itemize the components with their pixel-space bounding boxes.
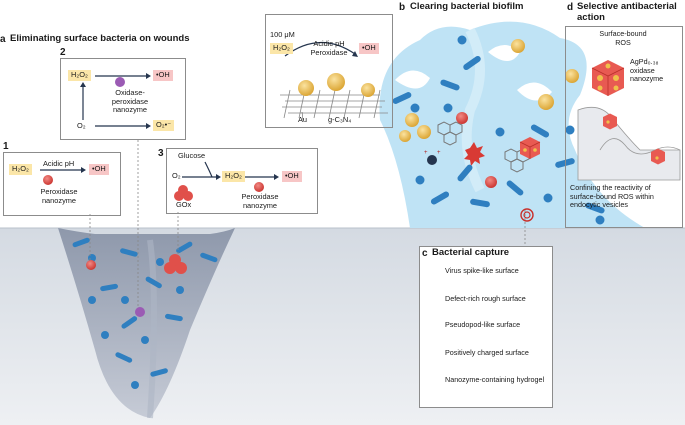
panel-b-letter: b	[399, 2, 406, 13]
wound-cavity	[58, 228, 235, 418]
box1-product: •OH	[89, 164, 109, 175]
gox-icon	[174, 185, 193, 201]
box2-catalyst: Oxidase-peroxidase nanozyme	[111, 88, 149, 115]
panel-b-conc: 100 μM	[270, 30, 295, 39]
panel-d-ros: Surface-bound ROS	[599, 29, 647, 47]
panel-d-nanozyme: AgPd₀.₃₈ oxidase nanozyme	[630, 57, 664, 84]
box1-catalyst: Peroxidase nanozyme	[40, 187, 78, 205]
box3-glucose: Glucose	[178, 151, 206, 160]
capture-item-0: Virus spike-like surface	[445, 266, 519, 275]
panel-c-title: Bacterial capture	[432, 247, 510, 258]
panel-b-title: Clearing bacterial biofilm	[410, 1, 524, 12]
agpd-nanozyme-cube	[591, 60, 625, 96]
panel-b-inset-frame	[265, 14, 393, 128]
oxidase-peroxidase-nanozyme-icon	[115, 77, 125, 87]
box1-number: 1	[3, 141, 9, 152]
panel-d-title: Selective antibacterial action	[577, 1, 677, 23]
capture-item-1: Defect-rich rough surface	[445, 294, 526, 303]
box3-oh: •OH	[282, 171, 302, 182]
panel-d-caption: Confining the reactivity of surface-boun…	[570, 183, 654, 210]
box3-o2: O₂	[172, 171, 181, 180]
box2-h2o2: H₂O₂	[68, 70, 91, 81]
box1-substrate: H₂O₂	[9, 164, 32, 175]
peroxidase-nanozyme-icon-3	[254, 182, 264, 192]
capture-item-4: Nanozyme-containing hydrogel	[445, 375, 545, 384]
capture-item-2: Pseudopod-like surface	[445, 320, 521, 329]
capture-item-3: Positively charged surface	[445, 348, 529, 357]
box2-frame	[60, 58, 186, 140]
svg-text:+: +	[437, 150, 441, 156]
panel-d-frame	[565, 26, 683, 228]
box1-condition: Acidic pH	[43, 159, 75, 168]
panel-a-title: Eliminating surface bacteria on wounds	[10, 33, 190, 44]
panel-b-condition: Acidic pH Peroxidase	[310, 39, 348, 57]
box1-frame	[3, 152, 121, 216]
box2-o2: O₂	[77, 121, 86, 130]
box2-number: 2	[60, 47, 66, 58]
box2-oh: •OH	[153, 70, 173, 81]
svg-text:+: +	[424, 150, 428, 156]
panel-d-letter: d	[567, 2, 574, 13]
panel-c-letter: c	[422, 248, 428, 259]
panel-c-frame	[419, 246, 553, 408]
box2-superoxide: O₂•⁻	[153, 120, 175, 131]
box3-gox: GOx	[176, 200, 192, 209]
box3-catalyst: Peroxidase nanozyme	[241, 192, 279, 210]
peroxidase-nanozyme-icon-1	[43, 175, 53, 185]
box3-frame	[166, 148, 318, 214]
g-c3n4-lattice	[280, 89, 388, 119]
panel-a-letter: a	[0, 34, 6, 45]
box3-number: 3	[158, 148, 164, 159]
au-particle-icon	[298, 80, 314, 96]
panel-b-oh: •OH	[359, 43, 379, 54]
box3-h2o2: H₂O₂	[222, 171, 245, 182]
panel-b-h2o2: H₂O₂	[270, 43, 293, 54]
panel-b-support: g-C₃N₄	[328, 115, 352, 124]
panel-b-au: Au	[298, 115, 308, 124]
